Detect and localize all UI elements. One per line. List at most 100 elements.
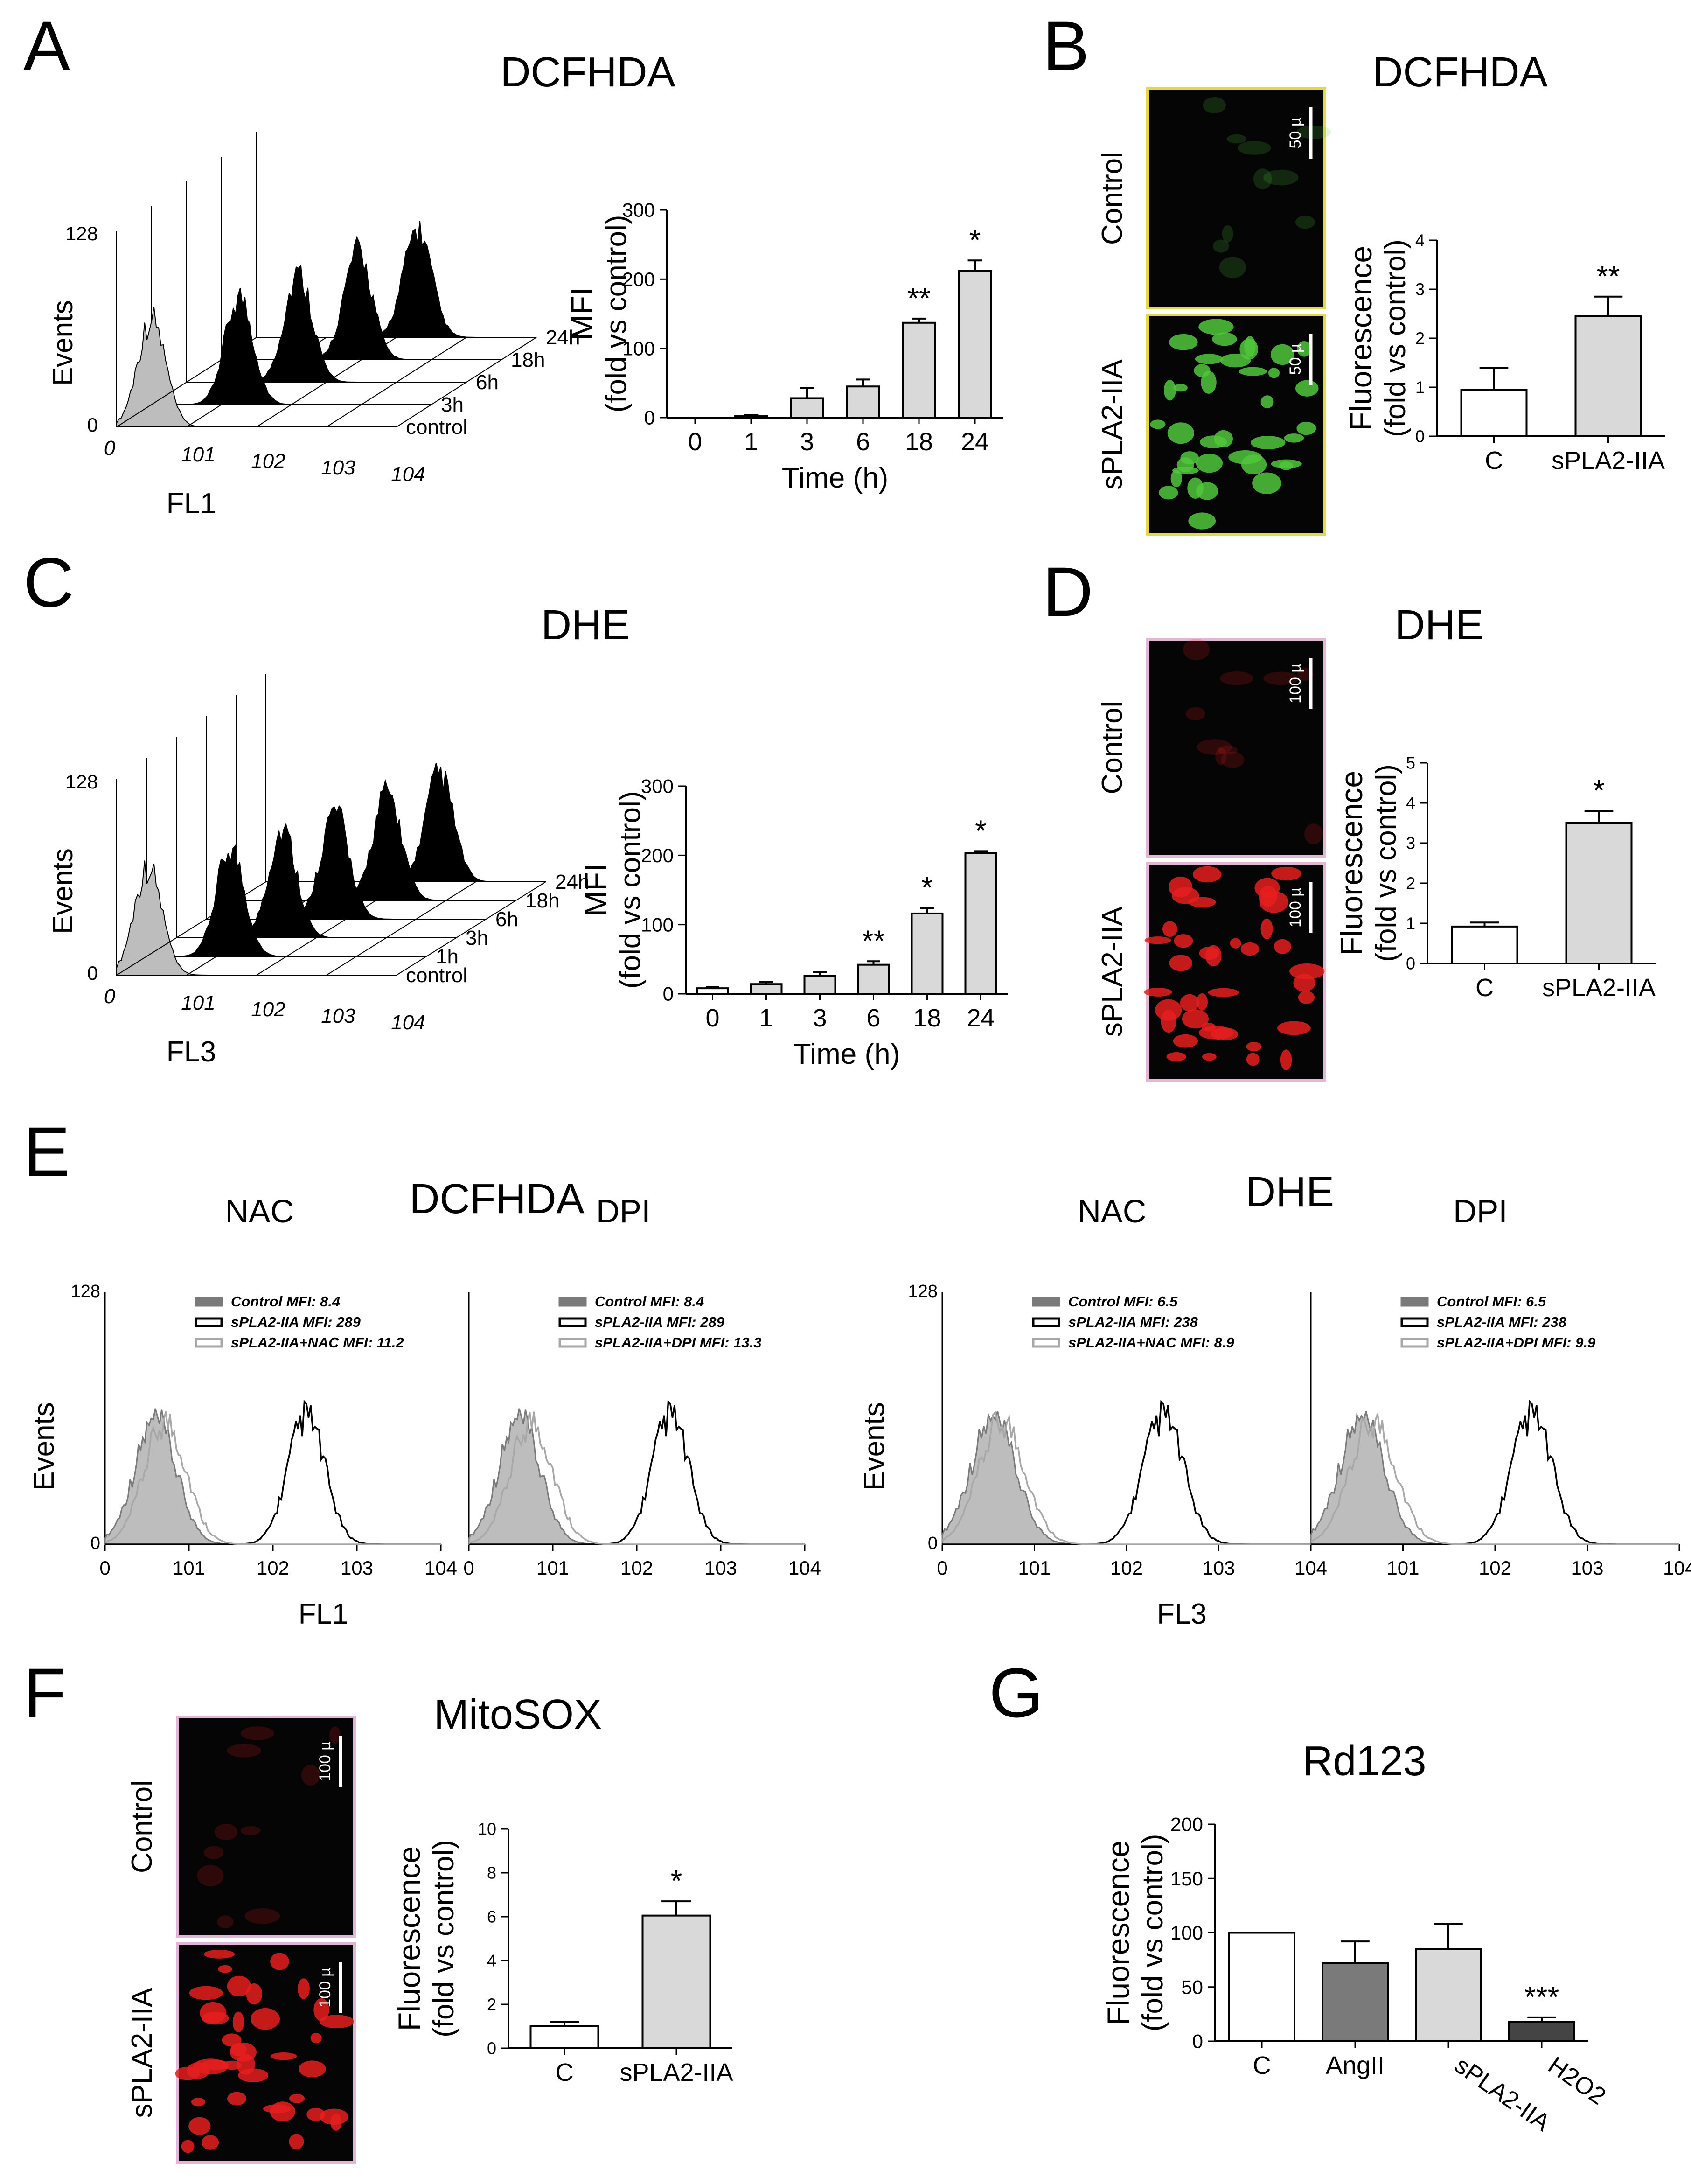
y-tick-label: 100 [622, 337, 655, 359]
cell [1277, 1021, 1311, 1035]
panel-label-a: A [23, 7, 70, 85]
panel-label-g: G [989, 1654, 1044, 1732]
histogram-curve [104, 1411, 441, 1545]
x-tick-label: 103 [321, 1005, 355, 1027]
slice-histogram [146, 844, 426, 957]
legend-swatch [1032, 1317, 1060, 1327]
cell [263, 2104, 292, 2114]
x-tick-label: 0 [104, 437, 116, 460]
control-label: Control [1096, 701, 1128, 795]
panel-label-d: D [1043, 552, 1093, 631]
cell [1297, 341, 1312, 357]
slice-histogram [206, 805, 486, 920]
significance-label: * [969, 223, 981, 257]
cell [222, 2033, 242, 2047]
x-tick-label: 102 [1479, 1557, 1511, 1579]
y-axis-label: Events [47, 300, 78, 385]
y-axis-label: MFI [564, 287, 599, 341]
histogram-curve-filled [104, 1408, 441, 1545]
panel-e-histogram-4: 0 101 102 103 104 DPI Control MFI: 6.5 sPLA2-II… [1305, 1193, 1691, 1579]
cell [1214, 430, 1233, 447]
panel-e-title-left: DCFHDA [410, 1176, 585, 1222]
cell [1254, 878, 1280, 898]
depth-label: 18h [525, 889, 559, 912]
x-tick-label: 1 [759, 1004, 773, 1032]
cell [202, 2135, 219, 2150]
x-tick-label: 0 [705, 1004, 719, 1032]
y-tick-label: 2 [487, 1995, 496, 2014]
cell [175, 2066, 200, 2080]
y-tick-label: 0 [1415, 427, 1425, 446]
bar [1228, 1932, 1295, 2042]
cell [1188, 512, 1216, 530]
panel-label-c: C [23, 543, 74, 621]
x-tick-label: sPLA2-IIA [1552, 447, 1665, 474]
cell [1187, 477, 1204, 499]
legend-swatch [195, 1338, 223, 1348]
cell [1212, 332, 1237, 346]
histogram-subtitle: DPI [596, 1193, 651, 1229]
cell [197, 1865, 224, 1887]
slice-histogram [222, 236, 501, 360]
y-axis-label: Fluorescence [1101, 1840, 1135, 2025]
y-tick-label: 200 [641, 844, 674, 866]
x-tick-label: 102 [1110, 1557, 1143, 1579]
legend-label: Control MFI: 8.4 [231, 1293, 340, 1310]
x-tick-label: 101 [181, 443, 215, 466]
legend-swatch [558, 1317, 587, 1327]
cell [1173, 384, 1188, 392]
cell [191, 2098, 206, 2107]
cell [1296, 125, 1331, 139]
cell [1241, 454, 1267, 475]
cell [1246, 1042, 1262, 1052]
depth-label: 6h [476, 371, 499, 394]
cell [1221, 751, 1245, 768]
cell [181, 2140, 195, 2153]
cell [1293, 974, 1315, 992]
scale-bar-label: 50 µ [1287, 344, 1304, 375]
y-tick-label: 0 [1192, 2030, 1203, 2052]
y-max-label: 128 [65, 223, 98, 244]
legend-swatch [1032, 1297, 1060, 1307]
x-tick-label: 101 [1386, 1557, 1419, 1579]
y-tick-label: 8 [487, 1863, 496, 1883]
panel-c-bar-chart: 0 100 200 300 MFI (fold vs control) 0 1 3 ** 6 * 18 *… [578, 775, 1008, 1070]
depth-grid-line [256, 881, 406, 976]
x-tick-label: 103 [341, 1557, 373, 1579]
scale-bar-label: 100 µ [316, 1741, 334, 1781]
y-tick-label: 300 [641, 775, 674, 797]
x-tick-label: 0 [99, 1557, 110, 1579]
cell [270, 1953, 289, 1970]
cell [1263, 169, 1299, 186]
panel-f-bar-chart: 0 2 4 6 8 10 Fluorescence (fold vs control) C * sP… [392, 1820, 733, 2086]
y-axis-label-2: (fold vs control) [600, 215, 633, 413]
cell [201, 2059, 229, 2070]
x-axis-label: FL1 [167, 488, 216, 520]
histogram-curve-filled [468, 1408, 805, 1545]
bar [734, 415, 768, 419]
cell [1260, 918, 1273, 940]
legend-label: sPLA2-IIA+DPI MFI: 9.9 [1437, 1334, 1596, 1351]
control-label: Control [126, 1780, 158, 1873]
bar [696, 987, 729, 995]
legend-swatch [1400, 1317, 1429, 1327]
y-tick-label: 300 [622, 199, 655, 221]
x-tick-label: 101 [1018, 1557, 1051, 1579]
depth-label: 3h [466, 927, 488, 949]
x-tick-label: 101 [173, 1557, 205, 1579]
x-tick-label: 24 [967, 1004, 995, 1032]
cell [1240, 942, 1260, 956]
y-zero-label: 0 [87, 962, 98, 984]
cell [1237, 141, 1271, 155]
cell [299, 2060, 326, 2078]
legend-label: sPLA2-IIA MFI: 238 [1437, 1314, 1567, 1330]
depth-label: control [406, 964, 467, 987]
cell [306, 2107, 325, 2121]
panel-g-title: Rd123 [1302, 1738, 1426, 1785]
cell [298, 1978, 310, 1999]
bar [1322, 1962, 1389, 2043]
histogram-curve-filled [1310, 1411, 1679, 1545]
cell [301, 1765, 320, 1786]
